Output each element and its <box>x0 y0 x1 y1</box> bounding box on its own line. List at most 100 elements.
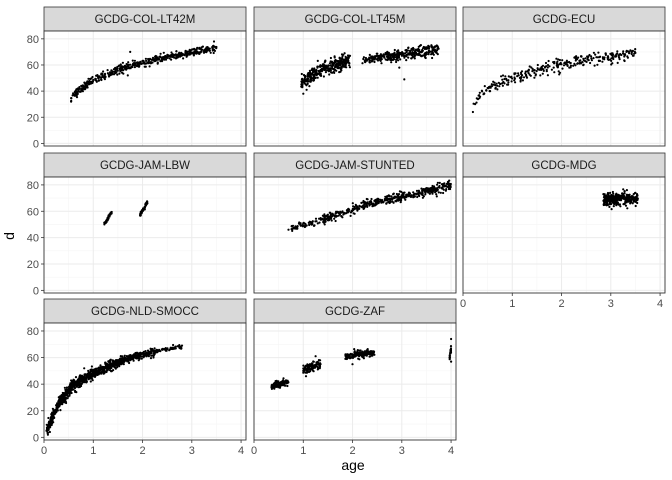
data-point <box>314 217 318 220</box>
data-point <box>611 56 615 59</box>
data-point <box>386 50 389 53</box>
data-point <box>383 199 386 202</box>
data-point <box>83 373 86 376</box>
data-point <box>439 191 442 194</box>
data-point <box>195 48 198 51</box>
data-point <box>307 221 310 224</box>
data-point <box>606 55 610 58</box>
data-point <box>97 369 100 373</box>
data-point <box>424 56 427 59</box>
data-point <box>70 97 73 100</box>
data-point <box>144 57 147 60</box>
data-point <box>297 222 301 225</box>
data-point <box>74 382 77 385</box>
data-point <box>504 75 507 78</box>
data-point <box>139 352 142 355</box>
data-point <box>510 80 513 83</box>
data-point <box>64 400 67 403</box>
data-point <box>168 57 171 60</box>
data-point <box>411 55 414 58</box>
data-point <box>331 213 334 216</box>
data-point <box>302 367 305 370</box>
data-point <box>351 363 354 366</box>
data-point <box>319 359 322 362</box>
data-point <box>308 85 311 88</box>
data-point <box>376 197 379 200</box>
data-point <box>490 85 494 88</box>
data-point <box>539 74 542 77</box>
data-point <box>618 58 621 61</box>
data-point <box>314 76 317 79</box>
data-point <box>338 57 341 60</box>
data-point <box>547 59 550 63</box>
data-point <box>569 66 572 69</box>
data-point <box>610 208 613 211</box>
facet-strip <box>253 152 457 178</box>
data-point <box>402 192 405 195</box>
data-point <box>531 67 534 70</box>
data-point <box>535 70 538 73</box>
data-point <box>45 423 48 426</box>
y-tick-label: 0 <box>33 285 39 297</box>
data-point <box>520 76 523 79</box>
data-point <box>180 347 183 350</box>
data-point <box>603 203 606 206</box>
data-point <box>185 54 188 57</box>
data-point <box>87 369 90 372</box>
data-point <box>151 58 154 62</box>
data-point <box>634 48 637 51</box>
data-point <box>368 202 371 205</box>
data-point <box>386 56 389 59</box>
data-point <box>123 360 126 363</box>
data-point <box>415 189 419 192</box>
data-point <box>430 46 433 49</box>
data-point <box>116 73 119 76</box>
data-point <box>345 354 348 357</box>
data-point <box>546 63 550 67</box>
data-point <box>115 71 118 74</box>
data-point <box>353 212 356 215</box>
data-point <box>166 53 169 57</box>
data-point <box>605 196 608 199</box>
data-point <box>323 61 326 64</box>
data-point <box>430 186 433 190</box>
data-point <box>428 45 431 48</box>
data-point <box>480 89 483 92</box>
facet-strip-label: GCDG-ECU <box>533 14 596 26</box>
data-point <box>108 369 112 372</box>
data-point <box>385 202 388 205</box>
data-point <box>180 54 183 57</box>
data-point <box>316 59 319 63</box>
data-point <box>390 58 393 62</box>
data-point <box>144 65 147 68</box>
data-point <box>608 199 611 202</box>
data-point <box>390 195 393 198</box>
data-point <box>202 49 205 53</box>
data-point <box>612 205 615 208</box>
data-point <box>98 372 101 375</box>
data-point <box>533 71 536 74</box>
data-point <box>85 81 88 84</box>
data-point <box>273 387 276 390</box>
data-point <box>478 91 481 94</box>
panel-background <box>254 177 456 293</box>
data-point <box>335 63 338 66</box>
data-point <box>147 352 150 355</box>
data-point <box>375 55 378 58</box>
data-point <box>128 66 131 69</box>
data-point <box>118 72 121 75</box>
data-point <box>352 207 355 210</box>
data-point <box>122 363 125 366</box>
data-point <box>158 55 161 58</box>
data-point <box>612 192 615 195</box>
data-point <box>108 366 111 369</box>
data-point <box>616 202 619 205</box>
data-point <box>431 56 434 60</box>
data-point <box>60 402 64 405</box>
data-point <box>52 409 55 412</box>
data-point <box>114 67 117 70</box>
data-point <box>424 193 427 196</box>
data-point <box>81 381 84 384</box>
data-point <box>314 220 317 223</box>
x-tick-label: 4 <box>448 445 454 457</box>
